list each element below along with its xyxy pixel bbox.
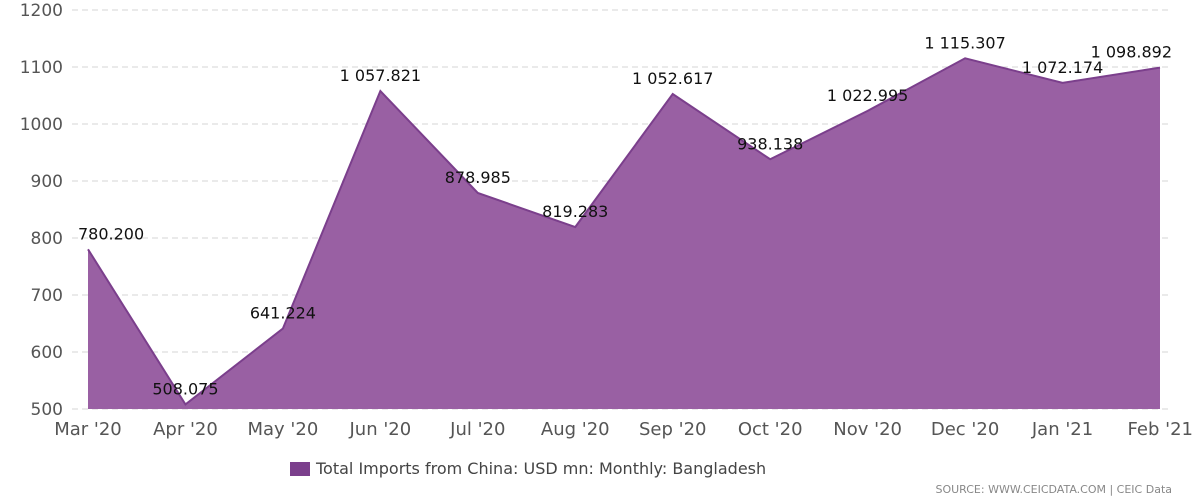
- area-series: [87, 57, 1161, 409]
- data-label: 1 072.174: [1022, 58, 1103, 77]
- data-label: 641.224: [250, 304, 316, 323]
- y-tick-label: 500: [31, 400, 63, 420]
- x-tick-label: Jun '20: [349, 419, 412, 440]
- x-tick-label: Sep '20: [639, 419, 707, 440]
- data-label: 1 052.617: [632, 69, 713, 88]
- data-label: 780.200: [78, 224, 144, 243]
- data-labels: 780.200 508.075 641.224 1 057.821 878.985 819…: [78, 33, 1172, 398]
- y-tick-label: 1200: [20, 1, 63, 21]
- x-tick-label: Jan '21: [1031, 419, 1093, 440]
- y-tick-label: 900: [31, 172, 63, 192]
- x-tick-label: Apr '20: [153, 419, 218, 440]
- y-tick-label: 800: [31, 229, 63, 249]
- data-label: 878.985: [445, 168, 511, 187]
- data-label: 819.283: [542, 202, 608, 221]
- x-tick-label: Nov '20: [833, 419, 902, 440]
- y-axis-ticks: 500 600 700 800 900 1000 1100 1200: [20, 1, 63, 420]
- x-tick-label: May '20: [248, 419, 319, 440]
- series-line: [87, 57, 1161, 406]
- x-tick-label: Aug '20: [541, 419, 610, 440]
- data-label: 1 022.995: [827, 86, 908, 105]
- data-label: 1 098.892: [1091, 43, 1172, 62]
- y-tick-label: 600: [31, 343, 63, 363]
- data-label: 1 057.821: [340, 66, 421, 85]
- x-tick-label: Jul '20: [449, 419, 505, 440]
- data-label: 938.138: [737, 134, 803, 153]
- x-axis-ticks: Mar '20 Apr '20 May '20 Jun '20 Jul '20 Aug '…: [54, 419, 1193, 440]
- y-tick-label: 1000: [20, 115, 63, 135]
- data-label: 1 115.307: [924, 33, 1005, 52]
- source-credit: SOURCE: WWW.CEICDATA.COM | CEIC Data: [935, 483, 1172, 496]
- x-tick-label: Oct '20: [738, 419, 803, 440]
- x-tick-label: Mar '20: [54, 419, 122, 440]
- legend-swatch: [290, 461, 310, 476]
- legend[interactable]: Total Imports from China: USD mn: Monthl…: [290, 459, 766, 478]
- legend-label: Total Imports from China: USD mn: Monthl…: [316, 459, 767, 478]
- area-fill: [88, 58, 1160, 409]
- y-tick-label: 700: [31, 286, 63, 306]
- y-tick-label: 1100: [20, 58, 63, 78]
- x-tick-label: Feb '21: [1128, 419, 1193, 440]
- data-label: 508.075: [152, 379, 218, 398]
- chart-svg: 500 600 700 800 900 1000 1100 1200 Mar '20 Apr '…: [20, 1, 1193, 440]
- x-tick-label: Dec '20: [931, 419, 999, 440]
